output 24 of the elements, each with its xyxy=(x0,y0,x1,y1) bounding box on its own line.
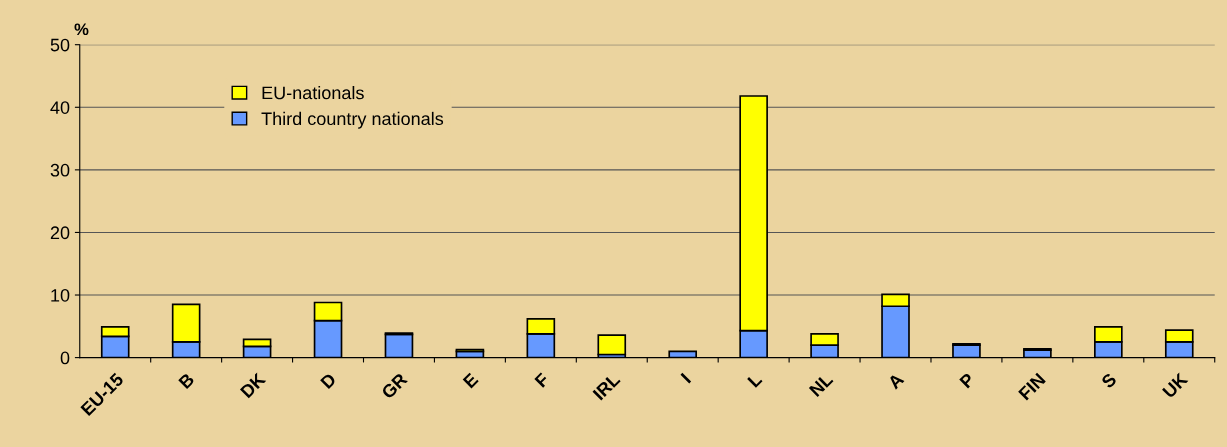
x-tick-label: F xyxy=(534,372,550,388)
legend-label: Third country nationals xyxy=(261,111,444,129)
y-tick-label: 20 xyxy=(50,226,70,240)
x-tick-label: NL xyxy=(808,372,834,397)
legend-label: EU-nationals xyxy=(262,85,364,100)
x-tick-label: S xyxy=(1100,372,1118,390)
y-tick-label: 30 xyxy=(50,163,70,177)
x-tick-label: UK xyxy=(1162,372,1189,399)
x-tick-label: FIN xyxy=(1018,372,1046,401)
x-tick-label: IRL xyxy=(592,372,621,401)
x-tick-label: A xyxy=(887,372,905,390)
y-tick-label: 0 xyxy=(60,351,70,365)
x-tick-label: I xyxy=(680,372,692,384)
x-tick-label: P xyxy=(959,372,976,389)
x-tick-label: DK xyxy=(239,372,267,399)
x-tick-label: E xyxy=(462,372,479,389)
y-tick-label: 10 xyxy=(51,288,70,302)
x-tick-label: D xyxy=(320,372,337,390)
x-tick-label: B xyxy=(178,372,195,390)
x-tick-label: GR xyxy=(380,372,409,400)
y-tick-label: 50 xyxy=(50,38,70,52)
y-axis-title: % xyxy=(74,23,89,36)
x-tick-label: L xyxy=(747,372,763,388)
y-tick-label: 40 xyxy=(50,101,70,114)
